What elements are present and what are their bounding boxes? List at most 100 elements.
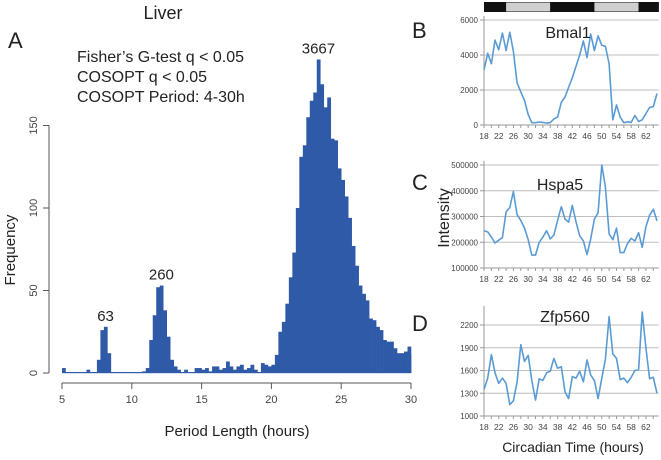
histogram-bar (152, 315, 157, 373)
histogram-bar (229, 366, 234, 373)
y-tick-label: 100 (28, 199, 40, 217)
panel-letter-a: A (8, 28, 23, 53)
histogram-bar (149, 340, 154, 373)
y-tick-label: 200000 (451, 238, 478, 247)
panel-title: Hspa5 (537, 177, 583, 194)
histogram-bar (316, 59, 321, 373)
x-tick-label: 46 (582, 422, 592, 432)
line-panels-y-axis-label: Intensity (436, 188, 453, 248)
x-tick-label: 25 (335, 394, 347, 406)
x-tick-label: 50 (597, 274, 607, 284)
x-tick-label: 34 (538, 422, 548, 432)
histogram-baseline (62, 372, 411, 374)
x-tick-label: 15 (195, 394, 207, 406)
histogram-bar (170, 359, 174, 373)
x-tick-label: 58 (626, 274, 636, 284)
histogram-bar (390, 341, 394, 373)
histogram-bar (306, 117, 311, 373)
light-dark-bar (484, 2, 659, 12)
histogram-bar (278, 331, 283, 373)
histogram-axes: 5 10 15 20 25 30 0 50 100 150 63 260 3667 (28, 41, 417, 407)
histogram-bar (222, 368, 227, 373)
histogram-bar (201, 369, 206, 373)
x-tick-label: 30 (405, 394, 417, 406)
histogram-bar (365, 300, 370, 373)
y-tick-label: 4000 (460, 51, 478, 60)
peak-count-label: 260 (149, 267, 174, 284)
y-tick-label: 300000 (451, 213, 478, 222)
light-phase-segment (594, 2, 639, 12)
histogram-bar (376, 326, 380, 373)
histogram-bar (159, 285, 164, 373)
series-line-bmal1 (483, 31, 658, 124)
x-tick-label: 30 (523, 274, 533, 284)
zfp560-panel: 1000 1300 1600 1900 2200 18 22 26 30 34 38 42 46 50 54… (460, 305, 659, 432)
histogram-bar (407, 346, 412, 373)
histogram-bar (96, 359, 101, 373)
histogram-bar (86, 369, 91, 373)
x-tick-label: 42 (568, 274, 578, 284)
x-tick-label: 22 (494, 274, 504, 284)
histogram-bar (362, 293, 366, 373)
histogram-bar (219, 369, 223, 373)
histogram-bar (323, 107, 328, 373)
y-tick-label: 1900 (460, 344, 478, 353)
x-tick-label: 54 (612, 422, 622, 432)
histogram-bar (194, 368, 199, 373)
histogram-bar (393, 348, 398, 373)
histogram-bar (404, 351, 408, 373)
x-tick-label: 62 (641, 422, 651, 432)
bmal1-panel: 0 2000 4000 6000 18 22 26 30 34 38 42 46 50 54 58 62 Bma… (460, 16, 659, 141)
histogram-bar (107, 353, 112, 373)
annotation-line-3: COSOPT Period: 4-30h (77, 89, 245, 106)
x-tick-label: 34 (538, 131, 548, 141)
histogram-bar (173, 366, 178, 373)
histogram-bar (348, 217, 352, 373)
histogram-bar (236, 366, 241, 373)
histogram-title: Liver (143, 3, 182, 23)
histogram-bar (264, 364, 269, 373)
histogram-x-axis-label: Period Length (hours) (164, 423, 309, 440)
histogram-bar (260, 363, 265, 373)
x-tick-label: 22 (494, 131, 504, 141)
y-tick-label: 100000 (451, 264, 478, 273)
x-tick-label: 38 (553, 274, 563, 284)
annotation-line-1: Fisher’s G-test q < 0.05 (77, 49, 244, 66)
y-tick-label: 500000 (451, 161, 478, 170)
x-tick-label: 38 (553, 422, 563, 432)
x-tick-label: 20 (265, 394, 277, 406)
x-tick-label: 58 (626, 422, 636, 432)
histogram-bar (292, 252, 297, 373)
histogram-bar (285, 303, 290, 373)
panel-title: Zfp560 (540, 309, 590, 326)
histogram-bar (397, 353, 401, 373)
histogram-bar (400, 353, 405, 373)
y-tick-label: 2000 (460, 86, 478, 95)
hspa5-panel: 100000 200000 300000 400000 500000 18 22 26 30 34… (451, 161, 659, 284)
x-tick-label: 54 (612, 274, 622, 284)
light-phase-segment (506, 2, 551, 12)
histogram-bar (274, 354, 279, 373)
histogram-bar (327, 97, 332, 373)
y-tick-label: 6000 (460, 16, 478, 25)
histogram-bar (383, 340, 387, 373)
x-tick-label: 26 (509, 131, 519, 141)
histogram-bar (358, 285, 363, 373)
histogram-bar (246, 368, 251, 373)
peak-count-label: 3667 (302, 41, 335, 58)
histogram-bar (330, 138, 335, 373)
histogram-bar (177, 369, 181, 373)
y-tick-label: 1600 (460, 367, 478, 376)
histogram-bar (215, 366, 220, 373)
x-tick-label: 50 (597, 422, 607, 432)
histogram-bars (62, 59, 412, 374)
y-tick-label: 0 (474, 121, 479, 130)
histogram-bar (184, 369, 188, 373)
histogram-bar (299, 156, 304, 373)
histogram-bar (166, 336, 171, 373)
x-tick-label: 46 (582, 131, 592, 141)
annotation-line-2: COSOPT q < 0.05 (77, 69, 207, 86)
line-panels-x-axis-label: Circadian Time (hours) (502, 439, 644, 455)
y-tick-label: 1300 (460, 389, 478, 398)
